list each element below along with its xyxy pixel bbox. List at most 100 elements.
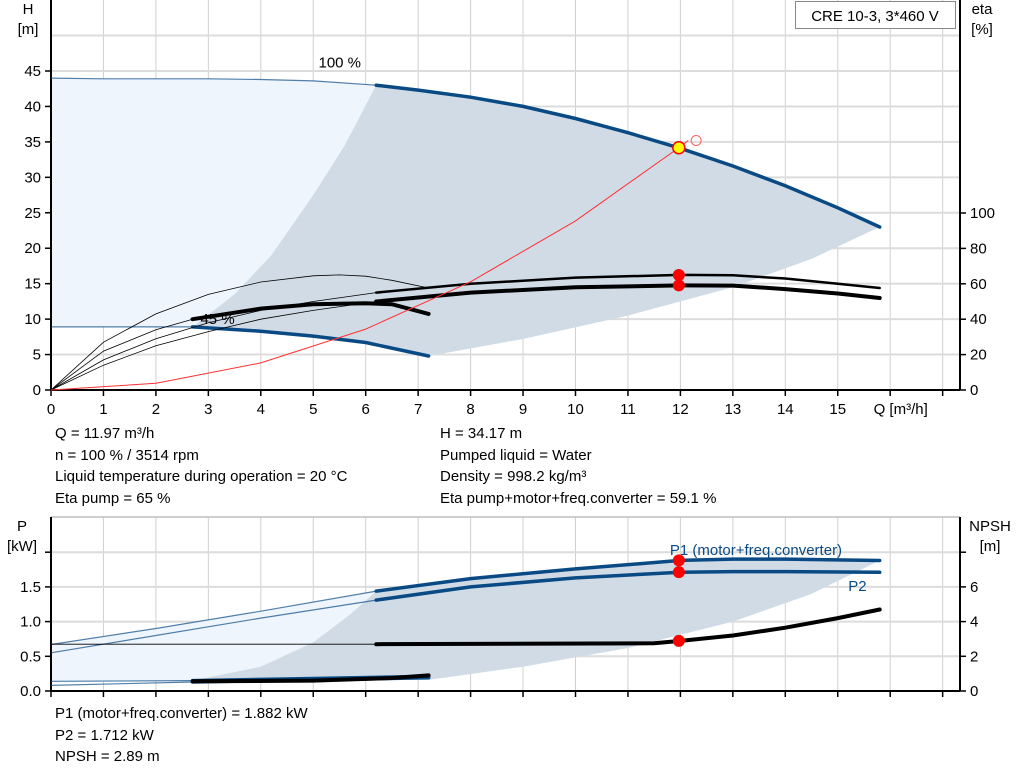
operating-range-area <box>192 559 880 681</box>
y2-tick-label: 100 <box>970 205 995 222</box>
y2-tick-label: 2 <box>970 648 978 665</box>
y-tick-label: 10 <box>24 311 41 328</box>
info-top-left: Q = 11.97 m³/h n = 100 % / 3514 rpm Liqu… <box>55 423 347 509</box>
y-axis-label-left: P <box>17 518 27 535</box>
y-tick-label: 40 <box>24 98 41 115</box>
curve-eta-total-100 <box>374 283 882 304</box>
speed-label-100: 100 % <box>318 54 361 71</box>
x-tick-label: 14 <box>777 401 794 418</box>
curve-p1-45-thin <box>50 680 193 682</box>
curve-eta-pump-100 <box>374 273 881 294</box>
y-tick-label: 20 <box>24 240 41 257</box>
y-axis-label-left: [kW] <box>7 538 37 555</box>
curve-eta-total-45 <box>190 301 431 322</box>
x-axis-label: Q [m³/h] <box>874 401 928 418</box>
y2-tick-label: 60 <box>970 276 987 293</box>
y-tick-label: 1.5 <box>20 579 41 596</box>
curve-eta-pump-100-thin <box>50 292 377 391</box>
info-bottom: P1 (motor+freq.converter) = 1.882 kW P2 … <box>55 703 308 768</box>
y-axis-label-left: [m] <box>18 21 39 38</box>
curve-p1-100-thin <box>50 590 377 646</box>
speed-label-45: 45 % <box>200 311 234 328</box>
operating-range-full-area <box>51 591 377 683</box>
curve-npsh-100 <box>374 607 882 647</box>
y-tick-label: 45 <box>24 63 41 80</box>
x-tick-label: 2 <box>152 401 160 418</box>
y-tick-label: 30 <box>24 169 41 186</box>
y2-tick-label: 0 <box>970 382 978 399</box>
y2-tick-label: 80 <box>970 240 987 257</box>
power-npsh-panel: 0.0 0.5 1.0 1.5 0 2 4 6 P [kW] NPSH [m] <box>7 516 1011 700</box>
duty-point-requested-marker <box>690 134 702 146</box>
y2-tick-label: 20 <box>970 347 987 364</box>
y-axis-label-left: H <box>23 1 34 18</box>
y-tick-label: 25 <box>24 205 41 222</box>
y2-tick-label: 6 <box>970 579 978 596</box>
p1-curve-label: P1 (motor+freq.converter) <box>670 542 842 559</box>
duty-point-eta-total-marker <box>672 279 685 292</box>
operating-range-area <box>192 85 880 356</box>
x-tick-label: 6 <box>362 401 370 418</box>
y-tick-label: 0 <box>33 382 41 399</box>
duty-point-p1-marker <box>672 554 685 567</box>
duty-point-eta-pump-marker <box>672 268 685 281</box>
y-tick-label: 5 <box>33 347 41 364</box>
y-tick-label: 1.0 <box>20 614 41 631</box>
duty-point-marker <box>672 141 686 155</box>
curve-h45 <box>190 325 431 358</box>
y-axis-label-right: [m] <box>980 538 1001 555</box>
y-tick-label: 0.0 <box>20 683 41 700</box>
y-axis-label-right: [%] <box>971 21 993 38</box>
info-npsh: NPSH = 2.89 m <box>55 748 160 765</box>
p2-curve-label: P2 <box>848 578 866 595</box>
operating-range-full-area <box>51 78 377 327</box>
x-tick-label: 11 <box>620 401 636 418</box>
info-eta-total: Eta pump+motor+freq.converter = 59.1 % <box>440 489 717 507</box>
curve-h100 <box>374 83 882 229</box>
info-flow: Q = 11.97 m³/h <box>55 425 155 442</box>
x-tick-label: 10 <box>567 401 584 418</box>
x-tick-label: 9 <box>519 401 527 418</box>
x-tick-label: 4 <box>257 401 265 418</box>
y-axis-label-right: eta <box>972 1 994 18</box>
curve-system-curve-thin <box>50 140 689 391</box>
y2-tick-label: 4 <box>970 614 978 631</box>
curve-eta-total-100-thin <box>50 301 377 391</box>
duty-point-npsh-marker <box>672 634 685 647</box>
info-pumped-liquid: Pumped liquid = Water <box>440 446 592 464</box>
info-liquid-temp: Liquid temperature during operation = 20… <box>55 468 348 485</box>
info-p2: P2 = 1.712 kW <box>55 726 154 744</box>
x-tick-label: 7 <box>414 401 422 418</box>
y-tick-label: 0.5 <box>20 648 41 665</box>
x-tick-label: 13 <box>725 401 742 418</box>
x-tick-label: 15 <box>829 401 846 418</box>
y-tick-label: 35 <box>24 134 41 151</box>
x-tick-label: 5 <box>309 401 317 418</box>
x-tick-label: 8 <box>466 401 474 418</box>
y2-tick-label: 40 <box>970 311 987 328</box>
info-top-right: H = 34.17 m Pumped liquid = Water Densit… <box>440 423 716 509</box>
title-box <box>795 1 956 29</box>
curve-eta-total-45-thin <box>50 318 193 391</box>
info-density: Density = 998.2 kg/m³ <box>440 468 587 485</box>
info-head: H = 34.17 m <box>440 425 523 442</box>
y-axis-label-right: NPSH <box>969 518 1011 535</box>
chart-title: CRE 10-3, 3*460 V <box>811 8 939 25</box>
y-tick-label: 15 <box>24 276 41 293</box>
x-tick-label: 1 <box>99 401 107 418</box>
info-eta-pump: Eta pump = 65 % <box>55 489 171 507</box>
curve-h100-thin <box>50 77 377 86</box>
y2-tick-label: 0 <box>970 683 978 700</box>
x-tick-label: 0 <box>47 401 55 418</box>
curve-eta-pump-45-thin <box>50 274 429 391</box>
duty-point-p2-marker <box>672 566 685 579</box>
x-tick-label: 12 <box>672 401 689 418</box>
info-p1: P1 (motor+freq.converter) = 1.882 kW <box>55 705 308 722</box>
info-speed: n = 100 % / 3514 rpm <box>55 446 199 464</box>
curve-npsh-45 <box>190 673 431 684</box>
curve-p2-45-thin <box>50 681 193 686</box>
x-tick-label: 3 <box>204 401 212 418</box>
